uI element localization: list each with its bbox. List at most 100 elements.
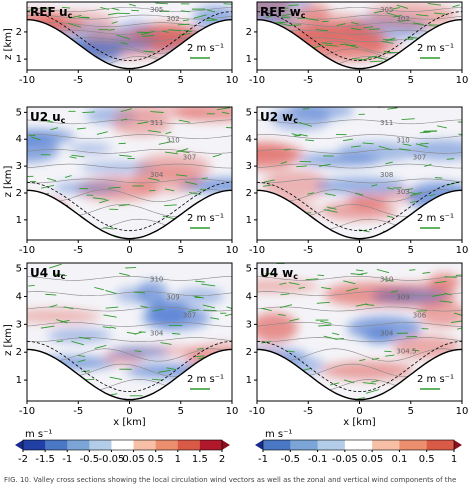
wind-vector (402, 143, 412, 146)
wind-vector (142, 35, 155, 37)
wind-vector (287, 350, 295, 353)
wind-vector (363, 26, 374, 29)
wind-vector (323, 335, 338, 340)
wind-vector (120, 108, 132, 113)
wind-vector (69, 156, 77, 159)
wind-vector (94, 286, 104, 291)
wind-vector (50, 127, 59, 131)
isentrope (257, 337, 462, 342)
boundary-layer (257, 11, 462, 62)
contour-label: 309 (396, 294, 409, 302)
wind-vector (387, 107, 398, 110)
x-tick-label: 0 (356, 75, 362, 86)
boundary-layer (257, 181, 462, 232)
wind-vector (274, 21, 286, 24)
contour-label: 311 (150, 119, 163, 127)
wind-vector (317, 274, 325, 277)
wind-vector (313, 44, 323, 49)
wind-vector (147, 130, 161, 133)
terrain (27, 189, 232, 240)
wind-vector (265, 272, 277, 275)
y-tick-label: 1 (246, 215, 252, 226)
wind-vector (164, 204, 177, 207)
wind-vector (165, 131, 172, 135)
wind-vector (262, 184, 271, 187)
wind-vector (444, 292, 452, 296)
wind-vector (216, 107, 231, 111)
blob (347, 194, 387, 209)
wind-vector (56, 319, 68, 324)
wind-vector (452, 4, 460, 8)
terrain (257, 348, 462, 401)
x-tick-label: -10 (249, 75, 265, 86)
y-axis-label: z [km] (3, 166, 14, 198)
wind-vector (378, 145, 392, 151)
field (257, 107, 462, 240)
colorbar-tick-label: 0.05 (122, 454, 144, 465)
x-tick-label: 5 (178, 406, 184, 417)
x-tick-label: -5 (303, 406, 313, 417)
panel-variable: u (52, 266, 61, 280)
wind-vector (76, 127, 86, 130)
isentrope (27, 337, 232, 342)
wind-vector (49, 263, 62, 269)
wind-vector (450, 320, 462, 324)
wind-vector (386, 215, 394, 218)
colorbar-segment (133, 440, 157, 450)
wind-vector (119, 154, 132, 157)
wind-vector (189, 191, 201, 196)
blob (113, 107, 210, 117)
panel-variable: u (59, 5, 68, 19)
field (27, 263, 232, 401)
wind-vector (178, 150, 190, 154)
x-tick-label: 0 (356, 406, 362, 417)
contour-label: 306 (413, 311, 427, 319)
y-tick-label: 4 (16, 291, 22, 302)
blob (53, 182, 123, 194)
wind-vector (416, 14, 429, 17)
x-tick-label: 5 (178, 75, 184, 86)
wind-vector (107, 186, 121, 189)
wind-vector (434, 281, 447, 284)
terrain-fill (27, 19, 232, 70)
wind-vector (416, 310, 428, 312)
wind-vector (439, 300, 453, 303)
y-tick-label: 3 (246, 319, 252, 330)
y-tick-label: 2 (16, 347, 22, 358)
wind-vector (381, 40, 394, 44)
wind-vector (162, 215, 176, 220)
isentrope (257, 134, 462, 139)
wind-vector (166, 367, 176, 370)
y-tick-label: 3 (246, 161, 252, 172)
isentrope (257, 22, 462, 27)
wind-vector (304, 139, 315, 142)
wind-vector (289, 318, 300, 322)
wind-vector (178, 33, 191, 36)
wind-vector (365, 389, 380, 394)
colorbar-tick-label: 2 (219, 454, 225, 465)
wind-vector (351, 21, 360, 25)
y-tick-label: 2 (246, 27, 252, 38)
wind-vector (424, 163, 432, 167)
panel-label: REF wc (260, 5, 306, 20)
wind-vector (355, 303, 368, 307)
wind-vector (371, 184, 378, 187)
wind-vector (193, 14, 207, 19)
wind-vector (315, 29, 329, 32)
wind-vector (105, 306, 119, 309)
reference-vector-label: 2 m s⁻¹ (417, 213, 454, 224)
wind-vector (376, 269, 390, 274)
blob (47, 328, 112, 343)
wind-vector (152, 308, 164, 312)
wind-vector (102, 326, 111, 329)
colorbar-tick-label: 1.5 (192, 454, 208, 465)
terrain (257, 19, 462, 70)
wind-vector (165, 188, 175, 192)
wind-vector (307, 192, 315, 195)
wind-vector (335, 337, 345, 340)
x-tick-label: 0 (356, 245, 362, 256)
wind-vector (324, 193, 336, 196)
wind-vector (281, 13, 292, 17)
wind-vector (321, 287, 332, 290)
